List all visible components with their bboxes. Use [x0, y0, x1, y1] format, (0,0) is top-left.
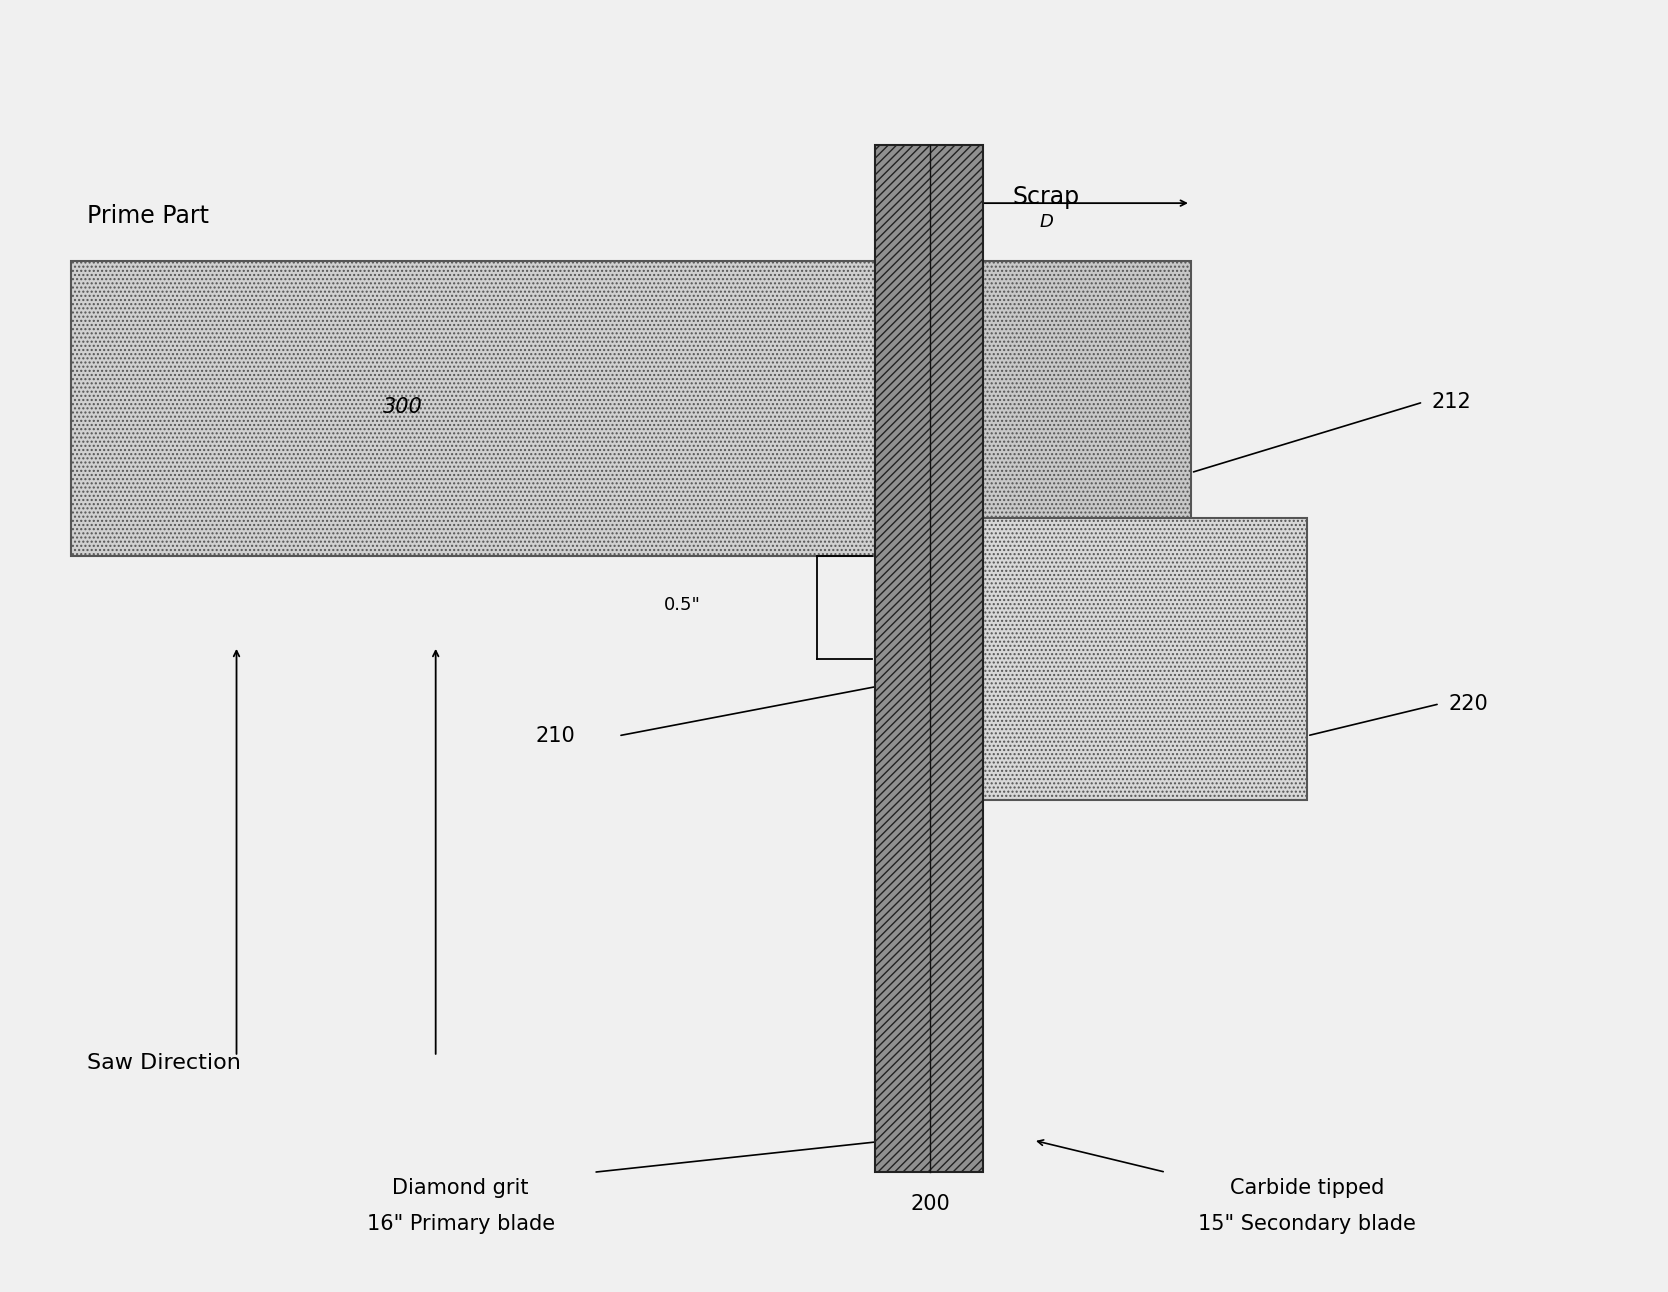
Text: 0.5": 0.5" [664, 596, 701, 614]
Bar [901, 261, 1191, 556]
Text: Diamond grit: Diamond grit [392, 1178, 529, 1198]
Text: 220: 220 [1448, 694, 1488, 713]
Bar [984, 518, 1308, 800]
Text: 16" Primary blade: 16" Primary blade [367, 1213, 555, 1234]
Text: 15" Secondary blade: 15" Secondary blade [1198, 1213, 1416, 1234]
Text: Prime Part: Prime Part [87, 204, 208, 227]
Text: 210: 210 [535, 726, 575, 745]
Text: Scrap: Scrap [1012, 185, 1079, 209]
Bar [70, 261, 901, 556]
Text: Saw Direction: Saw Direction [87, 1053, 240, 1074]
Text: 212: 212 [1431, 391, 1471, 412]
Bar [876, 146, 984, 1172]
Text: Carbide tipped: Carbide tipped [1229, 1178, 1384, 1198]
Text: 200: 200 [911, 1194, 951, 1214]
Text: D: D [1039, 213, 1054, 231]
Text: 300: 300 [382, 397, 422, 417]
